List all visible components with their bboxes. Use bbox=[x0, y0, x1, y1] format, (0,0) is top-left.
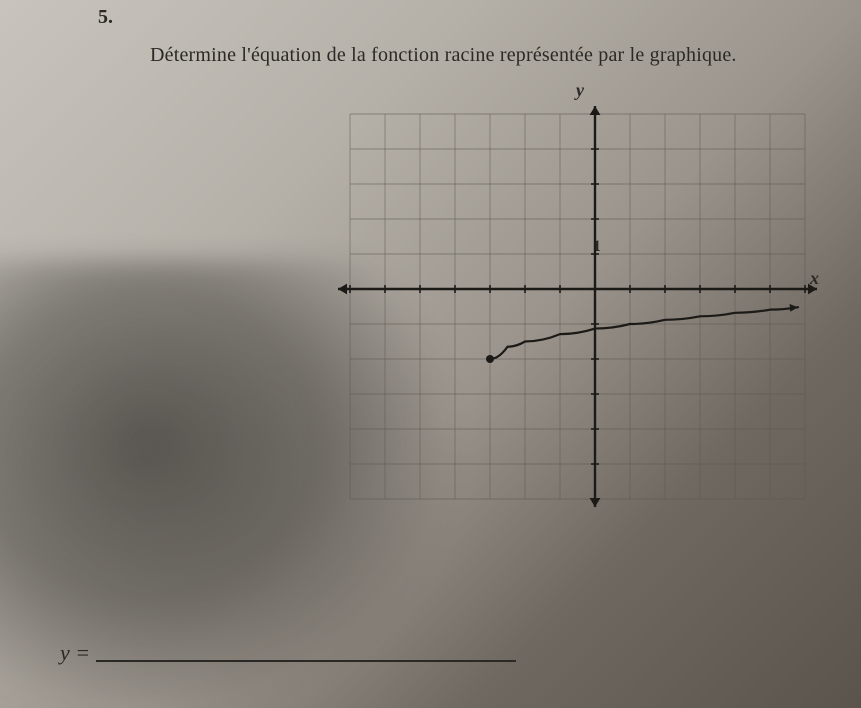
answer-prefix: y = bbox=[60, 640, 90, 666]
y-axis-label: y bbox=[576, 80, 584, 101]
question-prompt: Détermine l'équation de la fonction raci… bbox=[150, 44, 737, 67]
question-number: 5. bbox=[98, 6, 113, 29]
coordinate-chart bbox=[330, 104, 825, 514]
grid bbox=[350, 114, 805, 499]
page: 5. Détermine l'équation de la fonction r… bbox=[0, 0, 861, 708]
chart-svg bbox=[330, 104, 825, 509]
sqrt-curve bbox=[490, 307, 798, 359]
curve-arrow bbox=[790, 304, 798, 312]
curve-start-point bbox=[486, 355, 494, 363]
axes bbox=[338, 106, 817, 507]
answer-line: y = bbox=[60, 640, 516, 666]
answer-blank bbox=[96, 660, 516, 662]
